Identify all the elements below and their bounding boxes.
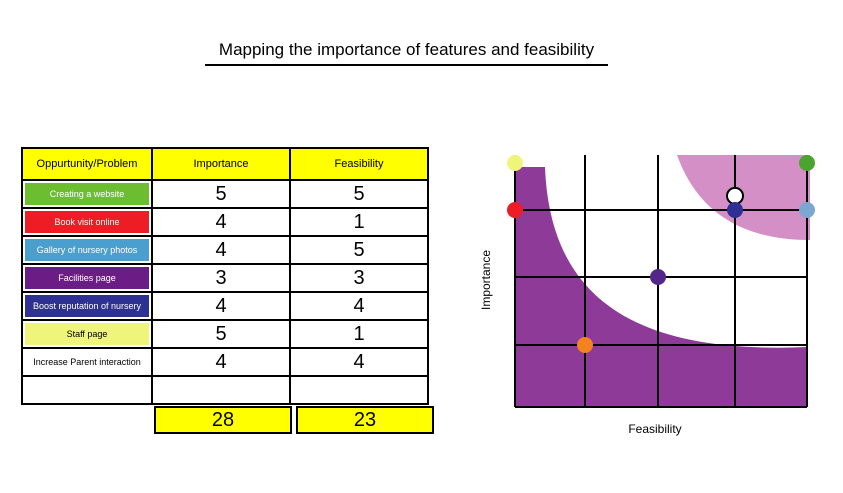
feature-label [25,379,149,401]
feature-cell: Staff page [21,319,153,349]
feature-label: Facilities page [25,267,149,289]
table-body: Creating a website 5 5 Book visit online 4 1 G… [21,179,429,405]
feasibility-value [289,375,429,405]
table-header-row: Oppurtunity/Problem Importance Feasibili… [21,147,429,181]
data-point [507,155,523,171]
header-importance: Importance [151,147,291,181]
data-point [650,269,666,285]
data-point [507,202,523,218]
header-opportunity: Oppurtunity/Problem [21,147,153,181]
data-point [577,337,593,353]
table-row: Increase Parent interaction 4 4 [21,347,429,377]
table-row: Creating a website 5 5 [21,179,429,209]
table-row: Facilities page 3 3 [21,263,429,293]
feature-cell: Increase Parent interaction [21,347,153,377]
feasibility-value: 5 [289,179,429,209]
importance-value [151,375,291,405]
importance-value: 5 [151,319,291,349]
feature-cell: Creating a website [21,179,153,209]
feature-cell [21,375,153,405]
feasibility-value: 4 [289,347,429,377]
data-point [726,186,744,205]
y-axis-label: Importance [479,250,493,310]
importance-feasibility-matrix: Feasibility Importance [479,155,815,436]
importance-value: 4 [151,347,291,377]
total-importance: 28 [154,406,292,434]
grid-lines [514,155,808,408]
importance-value: 4 [151,291,291,321]
feature-label: Book visit online [25,211,149,233]
importance-value: 3 [151,263,291,293]
feasibility-value: 1 [289,319,429,349]
feasibility-value: 5 [289,235,429,265]
feature-cell: Facilities page [21,263,153,293]
total-feasibility: 23 [296,406,434,434]
features-table: Oppurtunity/Problem Importance Feasibili… [21,147,429,405]
importance-value: 4 [151,207,291,237]
table-row: Boost reputation of nursery 4 4 [21,291,429,321]
importance-value: 5 [151,179,291,209]
page-title: Mapping the importance of features and f… [205,40,608,66]
table-row: Gallery of nursery photos 4 5 [21,235,429,265]
feature-label: Boost reputation of nursery [25,295,149,317]
table-row: Book visit online 4 1 [21,207,429,237]
feature-cell: Boost reputation of nursery [21,291,153,321]
table-row [21,375,429,405]
feature-cell: Book visit online [21,207,153,237]
feature-label: Creating a website [25,183,149,205]
totals-row: 28 23 [150,406,438,434]
header-feasibility: Feasibility [289,147,429,181]
data-point [799,202,815,218]
data-point [799,155,815,171]
feasibility-value: 3 [289,263,429,293]
table-row: Staff page 5 1 [21,319,429,349]
data-points [507,155,815,353]
feature-label: Staff page [25,323,149,345]
x-axis-label: Feasibility [628,422,681,436]
feature-label: Increase Parent interaction [25,351,149,373]
feature-label: Gallery of nursery photos [25,239,149,261]
feasibility-value: 1 [289,207,429,237]
importance-value: 4 [151,235,291,265]
data-point [727,202,743,218]
feasibility-value: 4 [289,291,429,321]
feature-cell: Gallery of nursery photos [21,235,153,265]
